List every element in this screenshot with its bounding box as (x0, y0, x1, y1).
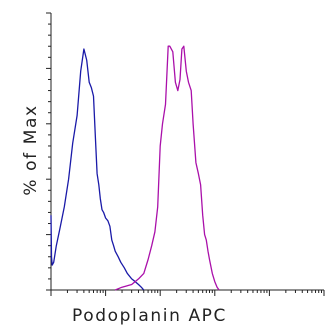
y-axis-title: % of Max (21, 104, 41, 196)
histogram-series-2 (114, 45, 220, 291)
x-axis-title: Podoplanin APC (72, 306, 227, 326)
histogram-series-1 (50, 48, 145, 291)
